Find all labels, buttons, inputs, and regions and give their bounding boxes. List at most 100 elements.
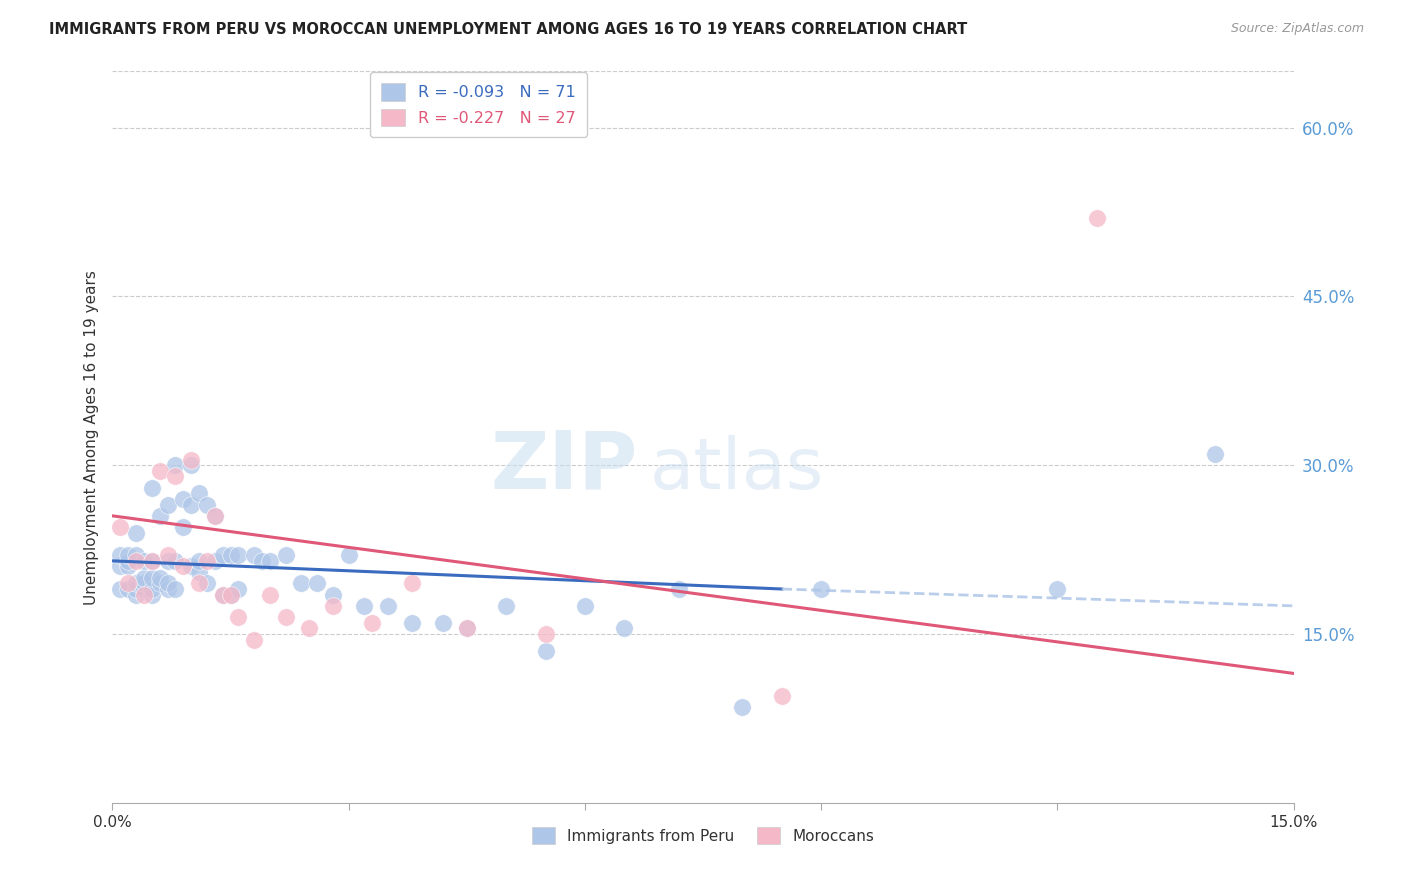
Point <box>188 486 211 500</box>
Point <box>195 498 218 512</box>
Point <box>172 491 194 506</box>
Point <box>132 554 155 568</box>
Point <box>165 469 187 483</box>
Point <box>125 554 148 568</box>
Point <box>456 621 478 635</box>
Point <box>125 525 148 540</box>
Point <box>243 548 266 562</box>
Point <box>228 582 250 596</box>
Point <box>125 548 148 562</box>
Point <box>307 576 329 591</box>
Point <box>211 588 233 602</box>
Point <box>117 548 139 562</box>
Point <box>274 548 297 562</box>
Point <box>110 548 132 562</box>
Text: IMMIGRANTS FROM PERU VS MOROCCAN UNEMPLOYMENT AMONG AGES 16 TO 19 YEARS CORRELAT: IMMIGRANTS FROM PERU VS MOROCCAN UNEMPLO… <box>49 22 967 37</box>
Point <box>1085 211 1108 225</box>
Point <box>250 554 273 568</box>
Point <box>165 458 187 473</box>
Point <box>172 520 194 534</box>
Point <box>219 548 242 562</box>
Point <box>228 548 250 562</box>
Point <box>156 498 179 512</box>
Text: Source: ZipAtlas.com: Source: ZipAtlas.com <box>1230 22 1364 36</box>
Point <box>141 588 163 602</box>
Point <box>117 582 139 596</box>
Point <box>141 571 163 585</box>
Point <box>204 554 226 568</box>
Point <box>132 571 155 585</box>
Point <box>259 588 281 602</box>
Point <box>188 576 211 591</box>
Point <box>149 464 172 478</box>
Point <box>180 498 202 512</box>
Point <box>401 576 423 591</box>
Point <box>156 548 179 562</box>
Point <box>259 554 281 568</box>
Point <box>574 599 596 613</box>
Point <box>149 508 172 523</box>
Point <box>495 599 517 613</box>
Point <box>141 554 163 568</box>
Point <box>156 554 179 568</box>
Point <box>211 548 233 562</box>
Point <box>132 588 155 602</box>
Point <box>180 458 202 473</box>
Point <box>668 582 690 596</box>
Point <box>204 508 226 523</box>
Point <box>322 588 344 602</box>
Point <box>117 554 139 568</box>
Point <box>141 582 163 596</box>
Point <box>195 576 218 591</box>
Point <box>165 582 187 596</box>
Point <box>211 588 233 602</box>
Point <box>180 559 202 574</box>
Point <box>337 548 360 562</box>
Point <box>165 554 187 568</box>
Point <box>228 610 250 624</box>
Point <box>353 599 375 613</box>
Point <box>125 588 148 602</box>
Point <box>125 576 148 591</box>
Point <box>195 554 218 568</box>
Point <box>204 508 226 523</box>
Text: atlas: atlas <box>650 435 824 505</box>
Point <box>456 621 478 635</box>
Point <box>243 632 266 647</box>
Point <box>401 615 423 630</box>
Point <box>377 599 399 613</box>
Point <box>219 588 242 602</box>
Point <box>110 559 132 574</box>
Point <box>110 582 132 596</box>
Y-axis label: Unemployment Among Ages 16 to 19 years: Unemployment Among Ages 16 to 19 years <box>83 269 98 605</box>
Point <box>141 554 163 568</box>
Point <box>132 576 155 591</box>
Point <box>141 481 163 495</box>
Point <box>156 582 179 596</box>
Point <box>322 599 344 613</box>
Point <box>1204 447 1226 461</box>
Legend: Immigrants from Peru, Moroccans: Immigrants from Peru, Moroccans <box>526 822 880 850</box>
Point <box>731 700 754 714</box>
Point <box>132 582 155 596</box>
Point <box>188 565 211 579</box>
Point <box>298 621 321 635</box>
Point <box>534 627 557 641</box>
Point <box>117 559 139 574</box>
Point <box>534 644 557 658</box>
Point <box>156 576 179 591</box>
Point <box>274 610 297 624</box>
Point <box>110 520 132 534</box>
Point <box>1046 582 1069 596</box>
Point <box>361 615 384 630</box>
Point <box>125 582 148 596</box>
Point <box>117 576 139 591</box>
Point <box>149 571 172 585</box>
Point <box>219 588 242 602</box>
Point <box>290 576 312 591</box>
Point <box>770 689 793 703</box>
Point <box>188 554 211 568</box>
Text: ZIP: ZIP <box>491 427 638 506</box>
Point <box>432 615 454 630</box>
Point <box>180 452 202 467</box>
